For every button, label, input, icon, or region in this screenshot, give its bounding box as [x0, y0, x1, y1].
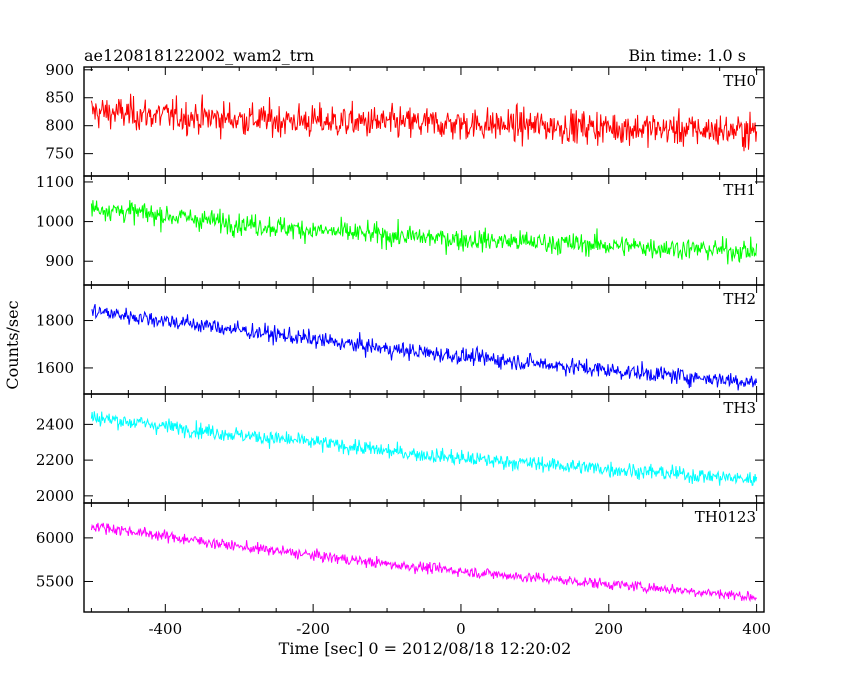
x-tick-label: 400 — [742, 620, 771, 638]
y-tick-label: 900 — [45, 252, 74, 270]
x-axis-label: Time [sec] 0 = 2012/08/18 12:20:02 — [279, 639, 572, 658]
y-tick-label: 2000 — [36, 487, 74, 505]
x-tick-label: -400 — [148, 620, 182, 638]
panel-frame — [83, 502, 765, 613]
y-tick-label: 6000 — [36, 529, 74, 547]
panel-label: TH0123 — [695, 508, 756, 526]
y-tick-label: 5500 — [36, 572, 74, 590]
x-tick-label: -200 — [296, 620, 330, 638]
chart-title: ae120818122002_wam2_trn — [84, 46, 314, 65]
series-line-th0 — [90, 93, 758, 152]
panel-frame — [83, 393, 765, 504]
series-line-th1 — [90, 200, 758, 265]
panel-th3: TH3 2000 2200 2400 — [36, 393, 765, 505]
series-line-th3 — [90, 411, 758, 487]
panel-th2: TH2 1600 1800 — [36, 284, 765, 395]
y-axis-label: Counts/sec — [3, 300, 22, 389]
panel-group: TH0 750 800 850 900 TH1 900 1000 1100 TH2 1600 1800… — [36, 61, 771, 638]
x-tick-label: 0 — [456, 620, 466, 638]
series-line-th0123 — [90, 522, 757, 603]
y-tick-label: 1000 — [36, 213, 74, 231]
y-tick-label: 1100 — [36, 173, 74, 191]
panel-th1: TH1 900 1000 1100 — [36, 173, 765, 286]
y-tick-label: 1800 — [36, 312, 74, 330]
y-tick-label: 2400 — [36, 415, 74, 433]
panel-label: TH3 — [723, 399, 756, 417]
series-line-th2 — [91, 303, 758, 391]
panel-th0: TH0 750 800 850 900 — [45, 61, 765, 177]
y-tick-label: 850 — [45, 89, 74, 107]
y-tick-label: 750 — [45, 145, 74, 163]
panel-frame — [83, 175, 765, 286]
panel-th0123: TH0123 5500 6000 — [36, 502, 765, 613]
panel-label: TH1 — [723, 181, 756, 199]
bin-time-label: Bin time: 1.0 s — [628, 46, 746, 65]
y-tick-label: 1600 — [36, 359, 74, 377]
panel-label: TH0 — [723, 72, 756, 90]
y-tick-label: 800 — [45, 117, 74, 135]
x-tick-label: 200 — [594, 620, 623, 638]
y-tick-label: 2200 — [36, 451, 74, 469]
panel-label: TH2 — [723, 290, 756, 308]
y-tick-label: 900 — [45, 61, 74, 79]
